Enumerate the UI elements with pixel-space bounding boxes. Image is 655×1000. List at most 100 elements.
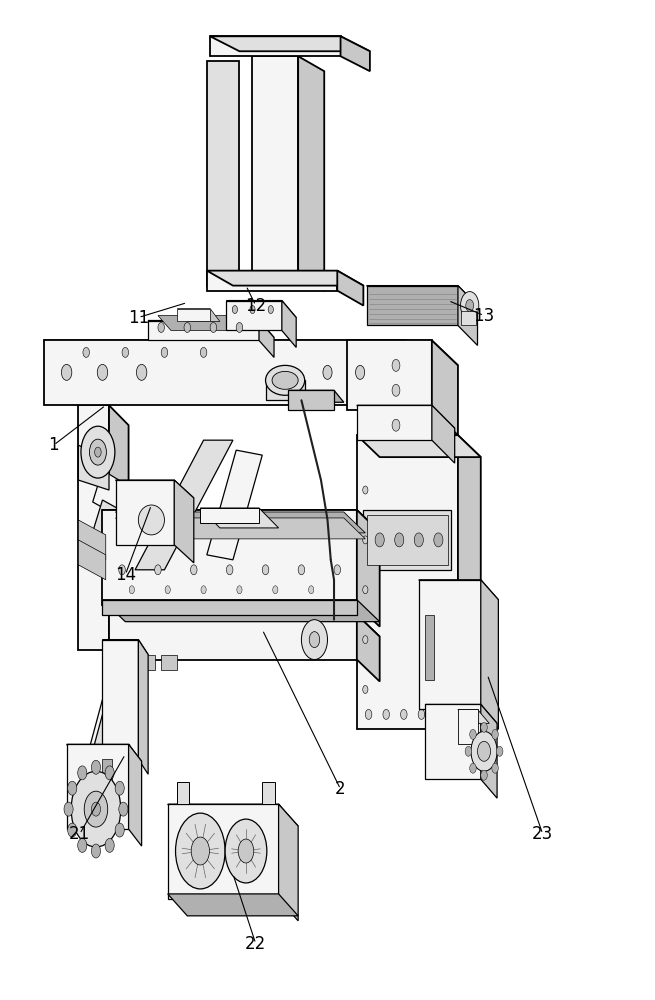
Circle shape bbox=[92, 802, 100, 816]
Circle shape bbox=[492, 763, 498, 773]
Circle shape bbox=[78, 766, 87, 780]
Circle shape bbox=[95, 447, 101, 457]
Circle shape bbox=[401, 709, 407, 719]
Circle shape bbox=[92, 844, 100, 858]
Polygon shape bbox=[481, 704, 497, 798]
Polygon shape bbox=[67, 744, 128, 829]
Polygon shape bbox=[200, 508, 259, 523]
Polygon shape bbox=[79, 405, 109, 650]
Polygon shape bbox=[174, 480, 194, 563]
Circle shape bbox=[233, 306, 238, 314]
Text: 1: 1 bbox=[48, 436, 59, 454]
Polygon shape bbox=[227, 301, 296, 318]
Polygon shape bbox=[102, 510, 357, 605]
Circle shape bbox=[97, 364, 107, 380]
Polygon shape bbox=[115, 655, 132, 670]
Circle shape bbox=[481, 722, 487, 732]
Polygon shape bbox=[288, 390, 334, 410]
Circle shape bbox=[470, 729, 476, 739]
Polygon shape bbox=[357, 435, 458, 729]
Circle shape bbox=[268, 306, 273, 314]
Circle shape bbox=[334, 565, 341, 575]
Circle shape bbox=[418, 709, 424, 719]
Polygon shape bbox=[102, 640, 138, 759]
Circle shape bbox=[309, 632, 320, 648]
Circle shape bbox=[201, 586, 206, 594]
Polygon shape bbox=[115, 512, 365, 533]
Circle shape bbox=[90, 439, 106, 465]
Circle shape bbox=[465, 746, 472, 756]
Text: 2: 2 bbox=[335, 780, 346, 798]
Bar bbox=[425, 615, 434, 680]
Circle shape bbox=[191, 837, 210, 865]
Circle shape bbox=[301, 620, 328, 660]
Circle shape bbox=[496, 746, 503, 756]
Polygon shape bbox=[44, 340, 405, 405]
Circle shape bbox=[470, 763, 476, 773]
Circle shape bbox=[237, 586, 242, 594]
Circle shape bbox=[471, 731, 497, 771]
Circle shape bbox=[129, 586, 134, 594]
Circle shape bbox=[309, 586, 314, 594]
Polygon shape bbox=[298, 56, 324, 291]
Polygon shape bbox=[347, 340, 432, 410]
Circle shape bbox=[262, 565, 269, 575]
Polygon shape bbox=[200, 508, 278, 528]
Text: 11: 11 bbox=[128, 309, 149, 327]
Polygon shape bbox=[67, 744, 141, 761]
Circle shape bbox=[227, 565, 233, 575]
Circle shape bbox=[191, 565, 197, 575]
Polygon shape bbox=[367, 286, 458, 325]
Polygon shape bbox=[102, 510, 380, 532]
Circle shape bbox=[392, 384, 400, 396]
Circle shape bbox=[363, 685, 368, 693]
Circle shape bbox=[115, 781, 124, 795]
Text: 23: 23 bbox=[532, 825, 553, 843]
Circle shape bbox=[298, 565, 305, 575]
Polygon shape bbox=[109, 405, 128, 670]
Polygon shape bbox=[425, 704, 481, 779]
Polygon shape bbox=[115, 480, 194, 498]
Polygon shape bbox=[357, 435, 481, 457]
Polygon shape bbox=[347, 340, 458, 365]
Circle shape bbox=[392, 419, 400, 431]
Polygon shape bbox=[341, 36, 370, 71]
Polygon shape bbox=[161, 655, 178, 670]
Circle shape bbox=[466, 300, 474, 312]
Circle shape bbox=[363, 536, 368, 544]
Circle shape bbox=[436, 709, 442, 719]
Text: 22: 22 bbox=[245, 935, 267, 953]
Polygon shape bbox=[419, 580, 481, 709]
Polygon shape bbox=[481, 580, 498, 729]
Circle shape bbox=[165, 586, 170, 594]
Polygon shape bbox=[168, 804, 298, 826]
Circle shape bbox=[67, 781, 77, 795]
Polygon shape bbox=[458, 709, 489, 723]
Polygon shape bbox=[357, 510, 380, 627]
Polygon shape bbox=[138, 640, 148, 774]
Polygon shape bbox=[458, 709, 477, 744]
Circle shape bbox=[460, 292, 479, 320]
Polygon shape bbox=[115, 518, 365, 539]
Circle shape bbox=[67, 823, 77, 837]
Circle shape bbox=[356, 365, 365, 379]
Circle shape bbox=[477, 741, 491, 761]
Circle shape bbox=[155, 565, 161, 575]
Circle shape bbox=[84, 791, 107, 827]
Polygon shape bbox=[432, 340, 458, 435]
Ellipse shape bbox=[272, 371, 298, 389]
Ellipse shape bbox=[265, 365, 305, 395]
Circle shape bbox=[392, 359, 400, 371]
Circle shape bbox=[395, 533, 404, 547]
Polygon shape bbox=[168, 894, 298, 916]
Circle shape bbox=[363, 636, 368, 644]
Circle shape bbox=[414, 533, 423, 547]
Circle shape bbox=[363, 586, 368, 594]
Bar bbox=[262, 782, 275, 804]
Circle shape bbox=[83, 347, 90, 357]
Circle shape bbox=[225, 819, 267, 883]
Circle shape bbox=[136, 364, 147, 380]
Polygon shape bbox=[79, 540, 105, 580]
Circle shape bbox=[383, 709, 390, 719]
Circle shape bbox=[119, 802, 128, 816]
